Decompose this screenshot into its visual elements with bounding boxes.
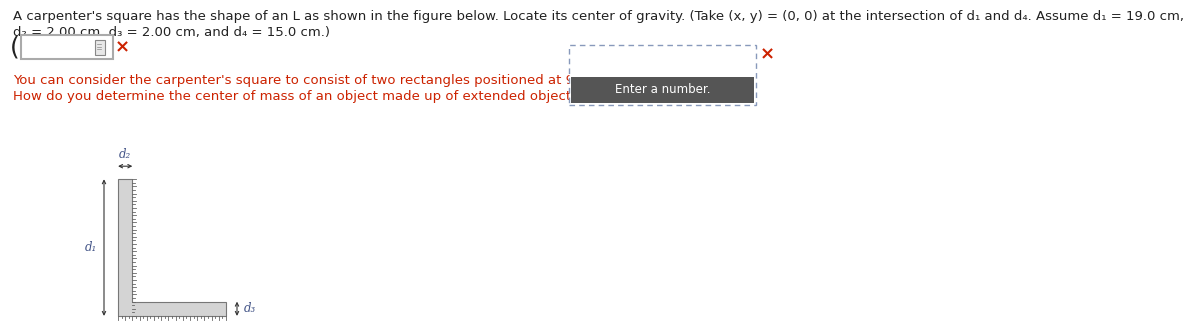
FancyBboxPatch shape xyxy=(95,40,104,54)
Text: d₂: d₂ xyxy=(119,148,131,161)
FancyBboxPatch shape xyxy=(571,77,754,103)
Text: You can consider the carpenter's square to consist of two rectangles positioned : You can consider the carpenter's square … xyxy=(13,74,737,87)
Text: d₁: d₁ xyxy=(85,241,97,254)
Text: d₃: d₃ xyxy=(244,302,257,315)
Text: Enter a number.: Enter a number. xyxy=(614,84,710,97)
Text: (: ( xyxy=(10,36,19,60)
Text: ×: × xyxy=(760,45,774,63)
Text: How do you determine the center of mass of an object made up of extended objects: How do you determine the center of mass … xyxy=(13,90,614,103)
Polygon shape xyxy=(118,179,226,316)
Text: ×: × xyxy=(114,38,130,56)
Text: d₂ = 2.00 cm, d₃ = 2.00 cm, and d₄ = 15.0 cm.): d₂ = 2.00 cm, d₃ = 2.00 cm, and d₄ = 15.… xyxy=(13,26,330,39)
FancyBboxPatch shape xyxy=(569,45,756,105)
Text: A carpenter's square has the shape of an L as shown in the figure below. Locate : A carpenter's square has the shape of an… xyxy=(13,10,1184,23)
FancyBboxPatch shape xyxy=(22,35,113,59)
